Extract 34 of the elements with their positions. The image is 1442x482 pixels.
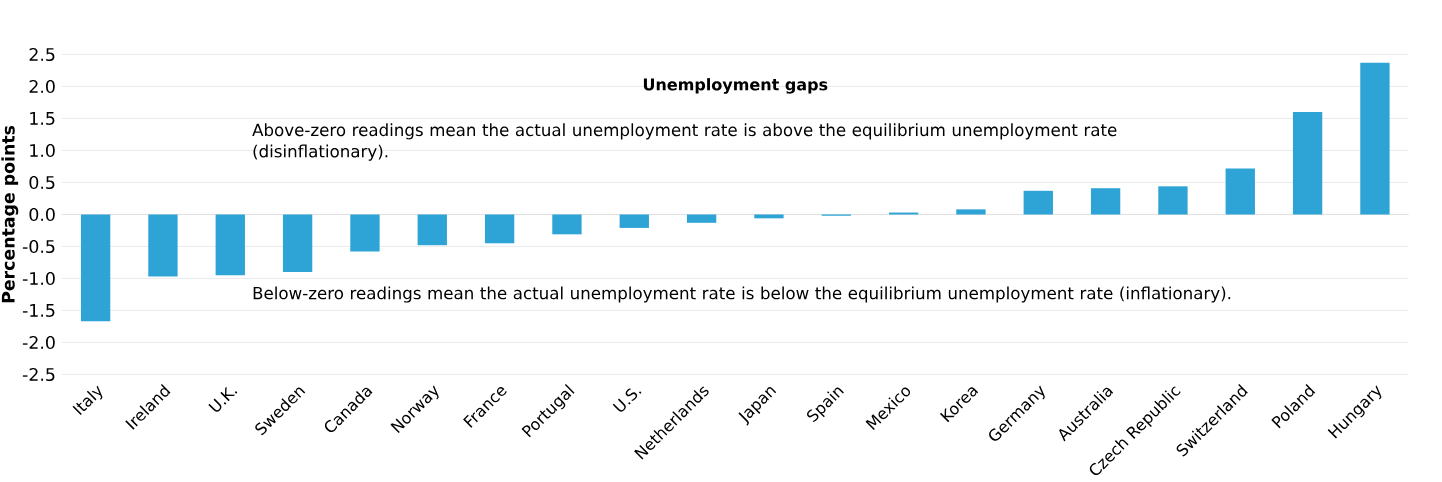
bar xyxy=(350,214,380,252)
y-tick-label: 0.0 xyxy=(29,207,55,222)
bar xyxy=(619,214,649,228)
y-tick-label: -1.0 xyxy=(22,271,55,286)
y-tick-label: 0.5 xyxy=(29,175,55,190)
annotation: Above-zero readings mean the actual unemployment rate is above the equilibrium unemployment rate (disinflationary). xyxy=(252,123,1117,161)
x-tick-label: U.K. xyxy=(208,386,238,412)
bar xyxy=(1023,190,1053,215)
bar xyxy=(282,214,313,273)
bar xyxy=(1360,62,1390,215)
bar xyxy=(484,214,515,244)
y-tick-label: 2.5 xyxy=(29,47,55,62)
y-axis-title: Percentage points xyxy=(1,125,19,303)
bar xyxy=(956,209,986,215)
y-tick-label: 1.0 xyxy=(30,143,55,158)
bar xyxy=(1158,186,1188,215)
bar xyxy=(1090,188,1121,215)
y-tick-label: 2.0 xyxy=(29,79,55,94)
bar xyxy=(148,214,178,277)
bar xyxy=(80,214,111,322)
text: Unemployment gaps xyxy=(643,78,828,94)
y-tick-label: -1.5 xyxy=(22,304,55,317)
y-tick-label: -2.5 xyxy=(22,367,55,382)
y-tick-label: -0.5 xyxy=(22,239,55,254)
bar xyxy=(754,214,784,219)
bar xyxy=(686,214,717,223)
bar xyxy=(552,214,582,235)
annotation: Below-zero readings mean the actual unemployment rate is below the equilibrium unemployment rate (inflationary). xyxy=(253,286,1231,303)
bar xyxy=(417,214,447,246)
bar xyxy=(1292,112,1323,215)
y-tick-label: -2.0 xyxy=(22,335,55,350)
bar xyxy=(215,214,245,276)
y-tick-label: 1.5 xyxy=(30,112,55,125)
bar xyxy=(1225,168,1255,215)
